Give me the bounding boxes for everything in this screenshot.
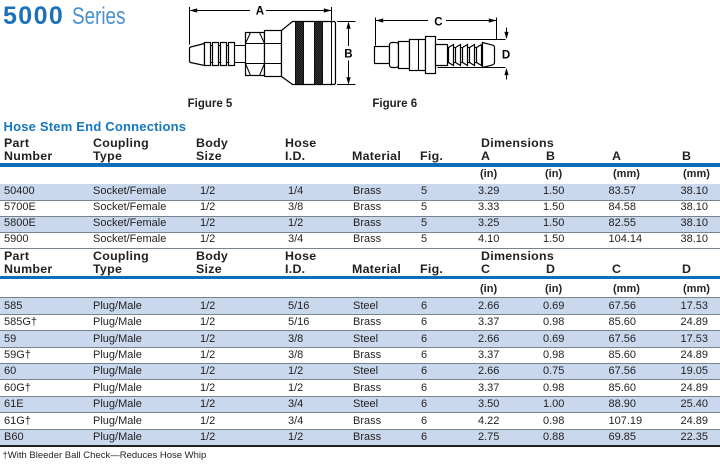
svg-text:D: D	[502, 49, 510, 61]
svg-text:C: C	[434, 16, 442, 28]
svg-text:A: A	[256, 5, 264, 17]
svg-text:B: B	[344, 49, 352, 61]
